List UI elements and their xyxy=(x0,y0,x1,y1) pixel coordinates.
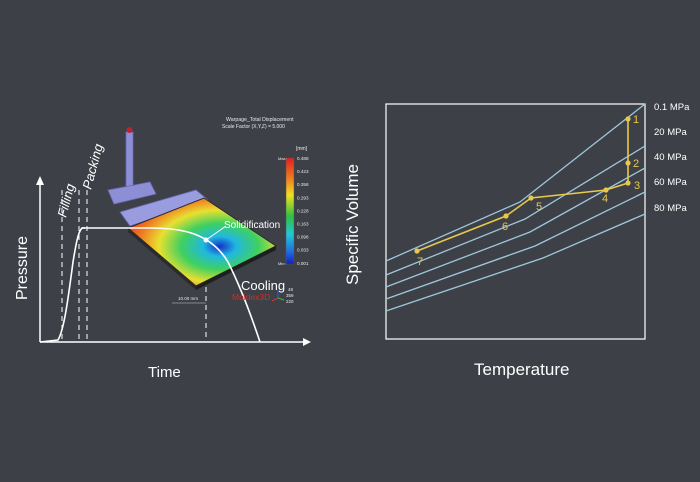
filling-label: Filling xyxy=(54,181,77,218)
scale-bar-label: 10.00 mm xyxy=(178,296,198,301)
pressure-label-4: 80 MPa xyxy=(654,203,687,214)
pressure-label-1: 20 MPa xyxy=(654,127,687,138)
process-point-7 xyxy=(414,248,420,254)
isobar-lines xyxy=(385,103,646,312)
extra-value-1: 359 xyxy=(286,293,294,298)
process-point-label-6: 6 xyxy=(502,221,508,233)
temperature-axis-label: Temperature xyxy=(474,360,569,379)
legend-value-4: 0.228 xyxy=(297,208,309,213)
extra-value-0: 48 xyxy=(288,287,294,292)
legend-value-3: 0.293 xyxy=(297,195,309,200)
isobar-1 xyxy=(385,145,646,276)
pressure-label-3: 60 MPa xyxy=(654,177,687,188)
process-path xyxy=(416,119,629,252)
pressure-labels: 0.1 MPa 20 MPa 40 MPa 60 MPa 80 MPa xyxy=(654,102,690,214)
process-point-3 xyxy=(625,180,631,186)
pressure-label-2: 40 MPa xyxy=(654,152,687,163)
gate-marker-icon xyxy=(126,127,133,133)
process-point-2 xyxy=(625,160,631,166)
legend-max-tag: Max: xyxy=(278,156,287,161)
process-points: 1 2 3 4 5 6 7 xyxy=(414,114,640,268)
runner xyxy=(107,181,157,205)
process-point-label-2: 2 xyxy=(633,158,639,170)
legend-value-2: 0.358 xyxy=(297,182,309,187)
process-point-label-5: 5 xyxy=(536,201,542,213)
isobar-2 xyxy=(385,167,646,288)
sprue xyxy=(125,131,134,193)
legend-values: 0.488 0.423 0.358 0.293 0.228 0.163 0.098 0.033… xyxy=(297,156,309,266)
moldex3d-brand: Moldex3D xyxy=(232,292,270,302)
legend-value-7: 0.033 xyxy=(297,248,309,253)
legend-value-8: 0.001 xyxy=(297,261,309,266)
legend-value-5: 0.163 xyxy=(297,222,309,227)
color-legend-bar xyxy=(285,157,295,265)
process-point-label-1: 1 xyxy=(633,114,639,126)
cooling-label: Cooling xyxy=(241,278,285,293)
solidification-point xyxy=(203,237,209,243)
process-point-5 xyxy=(528,195,534,201)
process-point-label-3: 3 xyxy=(634,180,640,192)
sim-title-line2: Scale Factor (X,Y,Z) = 5.000 xyxy=(222,124,285,130)
legend-value-1: 0.423 xyxy=(297,169,309,174)
fan-gate xyxy=(119,189,209,227)
solidification-label: Solidification xyxy=(224,220,280,231)
pressure-label-0: 0.1 MPa xyxy=(654,102,690,113)
isobar-4 xyxy=(385,213,646,312)
process-point-4 xyxy=(603,187,609,193)
solidification-pointer xyxy=(205,225,227,241)
process-point-6 xyxy=(503,213,509,219)
sim-title-line1: Warpage_Total Displacement xyxy=(226,117,294,123)
specific-volume-axis-label: Specific Volume xyxy=(343,164,362,285)
process-point-label-7: 7 xyxy=(417,256,423,268)
pressure-time-diagram: [mm] Max: Min: 0.488 0.423 0.358 0.293 0.228… xyxy=(14,117,311,381)
time-axis-arrow xyxy=(303,338,311,346)
triad-x-icon xyxy=(271,297,279,302)
isobar-3 xyxy=(385,191,646,300)
plate-edge-right xyxy=(196,246,276,290)
pressure-curve xyxy=(39,227,261,343)
isobar-0 xyxy=(385,103,646,262)
warpage-simulation-image xyxy=(107,127,277,290)
time-axis-label: Time xyxy=(148,364,181,381)
pvt-plot-frame xyxy=(385,103,646,340)
pressure-axis-label: Pressure xyxy=(14,236,31,300)
legend-value-6: 0.098 xyxy=(297,235,309,240)
process-point-1 xyxy=(625,116,631,122)
packing-label: Packing xyxy=(79,141,106,190)
extra-value-2: 220 xyxy=(286,299,294,304)
plate-edge xyxy=(128,228,196,290)
process-point-label-4: 4 xyxy=(602,193,608,205)
pressure-axis-arrow xyxy=(36,176,44,185)
legend-value-0: 0.488 xyxy=(297,156,309,161)
legend-min-tag: Min: xyxy=(278,261,286,266)
legend-unit: [mm] xyxy=(296,146,308,152)
triad-y-icon xyxy=(277,297,285,301)
